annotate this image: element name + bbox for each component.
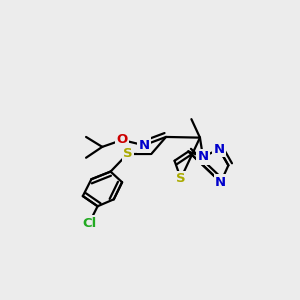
Text: N: N — [214, 143, 225, 156]
Text: N: N — [138, 139, 149, 152]
Text: N: N — [215, 176, 226, 189]
Text: Cl: Cl — [82, 217, 96, 230]
Text: S: S — [123, 147, 133, 160]
Text: N: N — [197, 150, 208, 163]
Text: S: S — [176, 172, 186, 185]
Text: O: O — [116, 134, 128, 146]
